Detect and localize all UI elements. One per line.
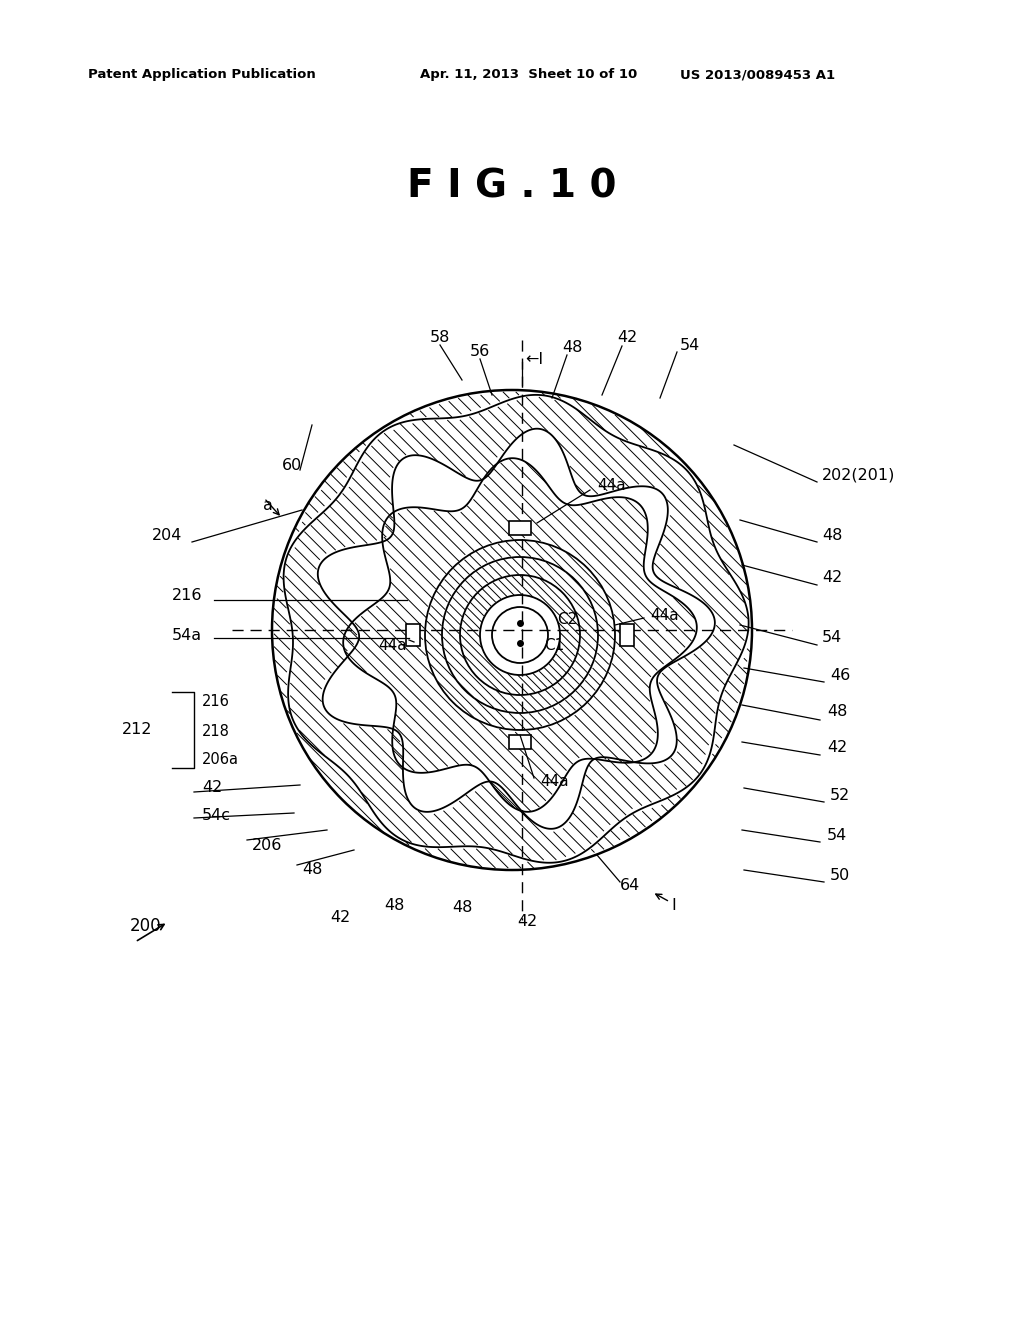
Circle shape bbox=[480, 595, 560, 675]
Text: 42: 42 bbox=[616, 330, 637, 346]
Text: 202(201): 202(201) bbox=[822, 467, 895, 483]
Circle shape bbox=[460, 576, 580, 696]
Text: 216: 216 bbox=[202, 694, 229, 710]
Text: 48: 48 bbox=[827, 705, 848, 719]
Text: F I G . 1 0: F I G . 1 0 bbox=[408, 168, 616, 206]
Text: 42: 42 bbox=[517, 915, 538, 929]
Bar bbox=[509, 735, 531, 748]
Text: 48: 48 bbox=[384, 898, 404, 912]
Text: 206: 206 bbox=[252, 837, 283, 853]
Text: C1: C1 bbox=[544, 638, 564, 652]
Bar bbox=[406, 624, 420, 645]
Polygon shape bbox=[284, 395, 749, 863]
Text: 54a: 54a bbox=[172, 627, 202, 643]
Text: 60: 60 bbox=[282, 458, 302, 473]
Text: ←I: ←I bbox=[525, 352, 543, 367]
Text: US 2013/0089453 A1: US 2013/0089453 A1 bbox=[680, 69, 836, 81]
Text: 56: 56 bbox=[470, 345, 490, 359]
Text: Apr. 11, 2013  Sheet 10 of 10: Apr. 11, 2013 Sheet 10 of 10 bbox=[420, 69, 637, 81]
Text: 48: 48 bbox=[822, 528, 843, 543]
Circle shape bbox=[425, 540, 615, 730]
Text: 42: 42 bbox=[202, 780, 222, 796]
Text: C2: C2 bbox=[557, 612, 578, 627]
Text: 212: 212 bbox=[122, 722, 152, 738]
Text: a: a bbox=[263, 498, 273, 512]
Text: 58: 58 bbox=[430, 330, 451, 346]
Text: 44a: 44a bbox=[597, 478, 626, 492]
Text: 44a: 44a bbox=[379, 638, 407, 652]
Text: 204: 204 bbox=[152, 528, 182, 543]
Text: 200: 200 bbox=[130, 917, 162, 935]
Text: 42: 42 bbox=[822, 570, 843, 586]
Text: 46: 46 bbox=[830, 668, 850, 682]
Text: 42: 42 bbox=[827, 741, 847, 755]
Text: 206a: 206a bbox=[202, 752, 239, 767]
Text: 54: 54 bbox=[827, 828, 847, 842]
Text: 218: 218 bbox=[202, 725, 229, 739]
Text: 54: 54 bbox=[822, 631, 843, 645]
Text: 48: 48 bbox=[302, 862, 323, 878]
Text: 48: 48 bbox=[562, 341, 583, 355]
Text: 44a: 44a bbox=[540, 775, 568, 789]
Text: 64: 64 bbox=[620, 878, 640, 892]
Bar bbox=[620, 624, 634, 645]
Polygon shape bbox=[317, 429, 715, 829]
Text: I: I bbox=[672, 898, 677, 912]
Text: 216: 216 bbox=[171, 587, 202, 602]
Circle shape bbox=[442, 557, 598, 713]
Polygon shape bbox=[272, 389, 752, 870]
Text: 44a: 44a bbox=[650, 607, 679, 623]
Text: 54c: 54c bbox=[202, 808, 231, 822]
Text: Patent Application Publication: Patent Application Publication bbox=[88, 69, 315, 81]
Text: 48: 48 bbox=[452, 900, 472, 916]
Text: 42: 42 bbox=[330, 911, 350, 925]
Text: 50: 50 bbox=[830, 867, 850, 883]
Text: 54: 54 bbox=[680, 338, 700, 352]
Bar bbox=[509, 521, 531, 535]
Text: 52: 52 bbox=[830, 788, 850, 803]
